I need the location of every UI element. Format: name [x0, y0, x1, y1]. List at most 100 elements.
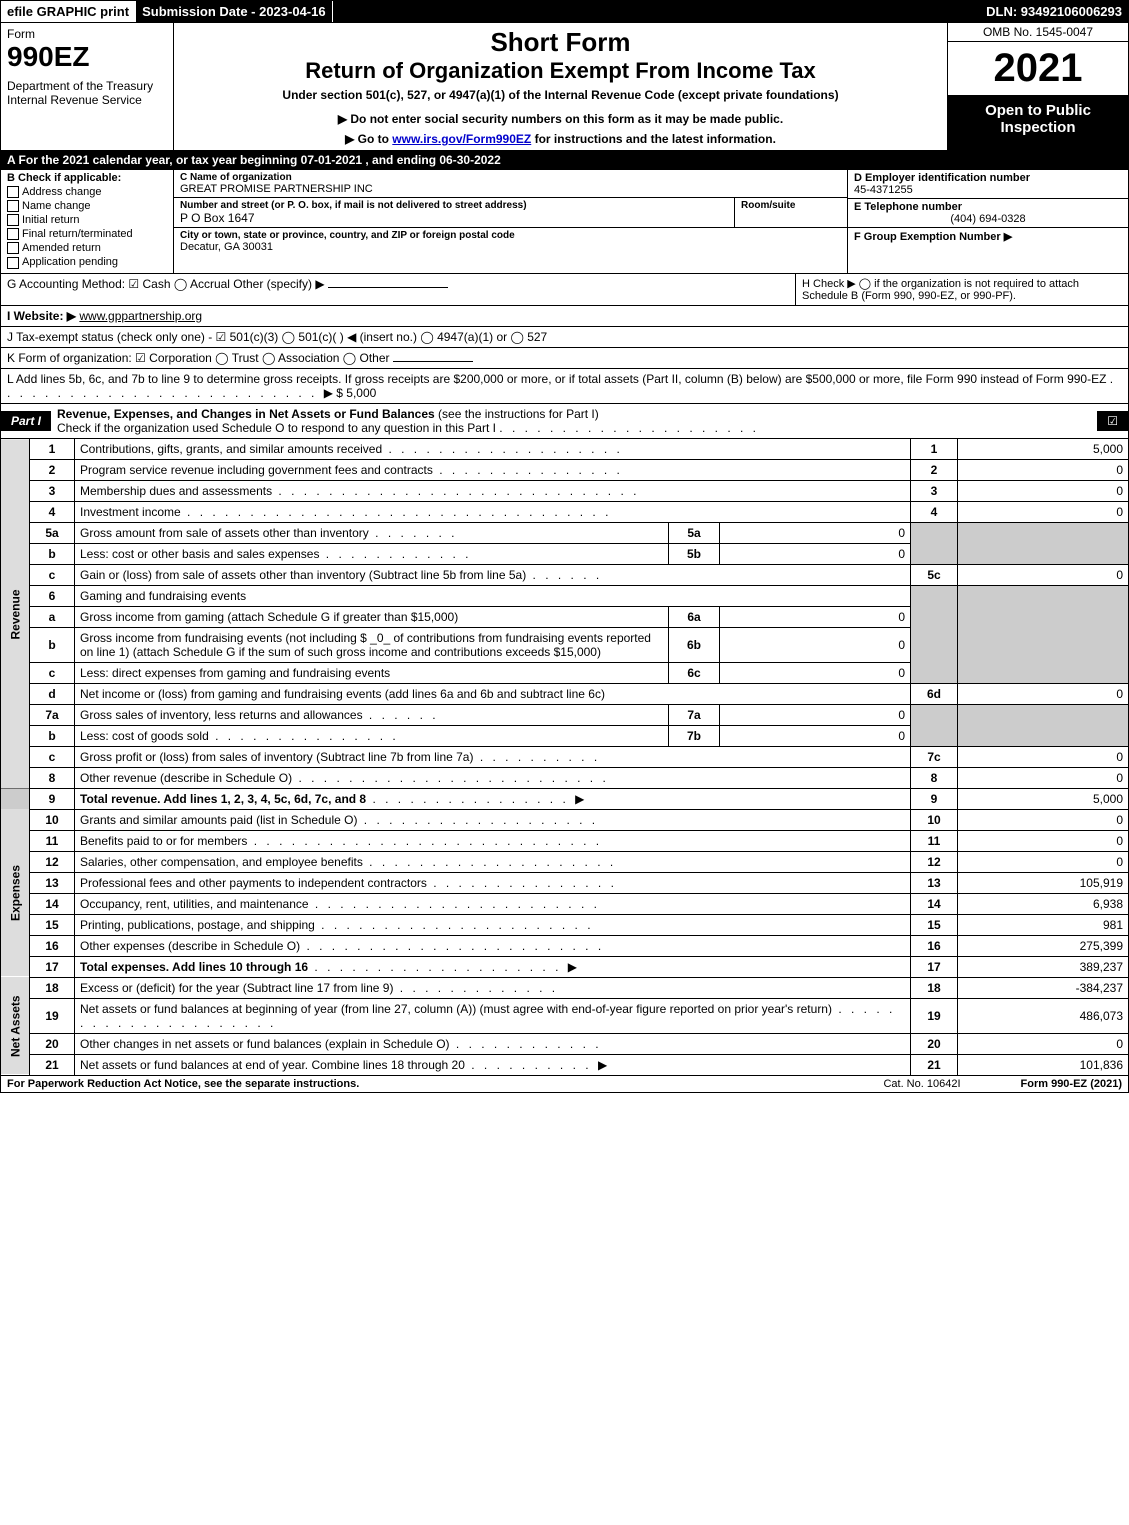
- room-label: Room/suite: [741, 200, 841, 211]
- l10-rnum: 10: [911, 809, 958, 830]
- l4-rnum: 4: [911, 501, 958, 522]
- l18-desc: Excess or (deficit) for the year (Subtra…: [75, 977, 911, 998]
- l19-rnum: 19: [911, 998, 958, 1033]
- l20-desc: Other changes in net assets or fund bala…: [75, 1033, 911, 1054]
- part-i-dots: . . . . . . . . . . . . . . . . . . . . …: [499, 421, 759, 435]
- l6c-sub: 6c: [669, 662, 720, 683]
- form-title: Return of Organization Exempt From Incom…: [180, 58, 941, 84]
- l14-val: 6,938: [958, 893, 1129, 914]
- l17-val: 389,237: [958, 956, 1129, 977]
- l12-num: 12: [30, 851, 75, 872]
- l21-val: 101,836: [958, 1054, 1129, 1075]
- ein-value: 45-4371255: [854, 184, 1122, 196]
- l7ab-shade-r: [911, 704, 958, 746]
- chk-application-pending[interactable]: Application pending: [7, 256, 167, 268]
- part-i-checkbox[interactable]: ☑: [1097, 411, 1128, 431]
- chk-final-return[interactable]: Final return/terminated: [7, 228, 167, 240]
- l2-desc: Program service revenue including govern…: [75, 459, 911, 480]
- col-b-checkboxes: B Check if applicable: Address change Na…: [1, 170, 174, 273]
- l7b-num: b: [30, 725, 75, 746]
- l10-desc: Grants and similar amounts paid (list in…: [75, 809, 911, 830]
- line-18: Net Assets 18 Excess or (deficit) for th…: [1, 977, 1129, 998]
- part-i-table: Revenue 1 Contributions, gifts, grants, …: [0, 439, 1129, 1076]
- sub3-pre: ▶ Go to: [345, 132, 392, 146]
- l9-val: 5,000: [958, 788, 1129, 809]
- line-2: 2 Program service revenue including gove…: [1, 459, 1129, 480]
- phone-cell: E Telephone number (404) 694-0328: [848, 199, 1128, 228]
- line-17: 17 Total expenses. Add lines 10 through …: [1, 956, 1129, 977]
- col-b-header: B Check if applicable:: [7, 172, 167, 184]
- header-center: Short Form Return of Organization Exempt…: [174, 23, 947, 150]
- row-j: J Tax-exempt status (check only one) - ☑…: [0, 327, 1129, 348]
- l6b-sub: 6b: [669, 627, 720, 662]
- page-footer: For Paperwork Reduction Act Notice, see …: [0, 1076, 1129, 1093]
- l7c-num: c: [30, 746, 75, 767]
- l21-desc: Net assets or fund balances at end of ye…: [75, 1054, 911, 1075]
- l10-val: 0: [958, 809, 1129, 830]
- part-i-check-text: Check if the organization used Schedule …: [57, 421, 496, 435]
- line-7c: c Gross profit or (loss) from sales of i…: [1, 746, 1129, 767]
- col-def: D Employer identification number 45-4371…: [847, 170, 1128, 273]
- l1-num: 1: [30, 439, 75, 460]
- l15-desc: Printing, publications, postage, and shi…: [75, 914, 911, 935]
- l5c-desc: Gain or (loss) from sale of assets other…: [75, 564, 911, 585]
- l13-rnum: 13: [911, 872, 958, 893]
- line-12: 12 Salaries, other compensation, and emp…: [1, 851, 1129, 872]
- l-amount: ▶ $ 5,000: [324, 386, 377, 400]
- city-label: City or town, state or province, country…: [180, 230, 841, 241]
- street-cell: Number and street (or P. O. box, if mail…: [174, 198, 735, 227]
- k-other-blank[interactable]: [393, 361, 473, 362]
- l9-desc: Total revenue. Add lines 1, 2, 3, 4, 5c,…: [75, 788, 911, 809]
- l7b-sub: 7b: [669, 725, 720, 746]
- row-k: K Form of organization: ☑ Corporation ◯ …: [0, 348, 1129, 369]
- l9-num: 9: [30, 788, 75, 809]
- l6abc-shade-v: [958, 585, 1129, 683]
- l21-num: 21: [30, 1054, 75, 1075]
- g-other-blank[interactable]: [328, 287, 448, 288]
- l20-val: 0: [958, 1033, 1129, 1054]
- l6a-sval: 0: [720, 606, 911, 627]
- website-link[interactable]: www.gppartnership.org: [79, 309, 202, 323]
- city-value: Decatur, GA 30031: [180, 241, 841, 253]
- chk-amended-return[interactable]: Amended return: [7, 242, 167, 254]
- l4-val: 0: [958, 501, 1129, 522]
- l6d-num: d: [30, 683, 75, 704]
- l16-rnum: 16: [911, 935, 958, 956]
- l17-desc: Total expenses. Add lines 10 through 16 …: [75, 956, 911, 977]
- row-l: L Add lines 5b, 6c, and 7b to line 9 to …: [0, 369, 1129, 404]
- l14-rnum: 14: [911, 893, 958, 914]
- line-11: 11 Benefits paid to or for members . . .…: [1, 830, 1129, 851]
- chk-name-change[interactable]: Name change: [7, 200, 167, 212]
- col-c-org: C Name of organization GREAT PROMISE PAR…: [174, 170, 847, 273]
- chk-amended-return-label: Amended return: [22, 242, 101, 254]
- phone-value: (404) 694-0328: [854, 213, 1122, 225]
- tax-year: 2021: [948, 42, 1128, 96]
- omb-number: OMB No. 1545-0047: [948, 23, 1128, 42]
- l9-side: [1, 788, 30, 809]
- l6d-val: 0: [958, 683, 1129, 704]
- l11-num: 11: [30, 830, 75, 851]
- k-text: K Form of organization: ☑ Corporation ◯ …: [7, 351, 390, 365]
- identity-block: B Check if applicable: Address change Na…: [0, 170, 1129, 274]
- l1-rnum: 1: [911, 439, 958, 460]
- row-g: G Accounting Method: ☑ Cash ◯ Accrual Ot…: [1, 274, 795, 305]
- chk-name-change-label: Name change: [22, 200, 91, 212]
- l15-rnum: 15: [911, 914, 958, 935]
- part-i-header: Part I Revenue, Expenses, and Changes in…: [0, 404, 1129, 439]
- chk-initial-return[interactable]: Initial return: [7, 214, 167, 226]
- footer-left: For Paperwork Reduction Act Notice, see …: [7, 1078, 359, 1090]
- phone-label: E Telephone number: [854, 201, 1122, 213]
- l5c-val: 0: [958, 564, 1129, 585]
- l6abc-shade-r: [911, 585, 958, 683]
- l4-desc: Investment income . . . . . . . . . . . …: [75, 501, 911, 522]
- l7c-desc: Gross profit or (loss) from sales of inv…: [75, 746, 911, 767]
- l7a-desc: Gross sales of inventory, less returns a…: [75, 704, 669, 725]
- irs-link[interactable]: www.irs.gov/Form990EZ: [392, 132, 531, 146]
- l5ab-shade-v: [958, 522, 1129, 564]
- row-i: I Website: ▶ www.gppartnership.org: [0, 306, 1129, 327]
- l2-val: 0: [958, 459, 1129, 480]
- l5c-num: c: [30, 564, 75, 585]
- city-cell: City or town, state or province, country…: [174, 228, 847, 255]
- form-number: 990EZ: [7, 41, 167, 73]
- chk-address-change[interactable]: Address change: [7, 186, 167, 198]
